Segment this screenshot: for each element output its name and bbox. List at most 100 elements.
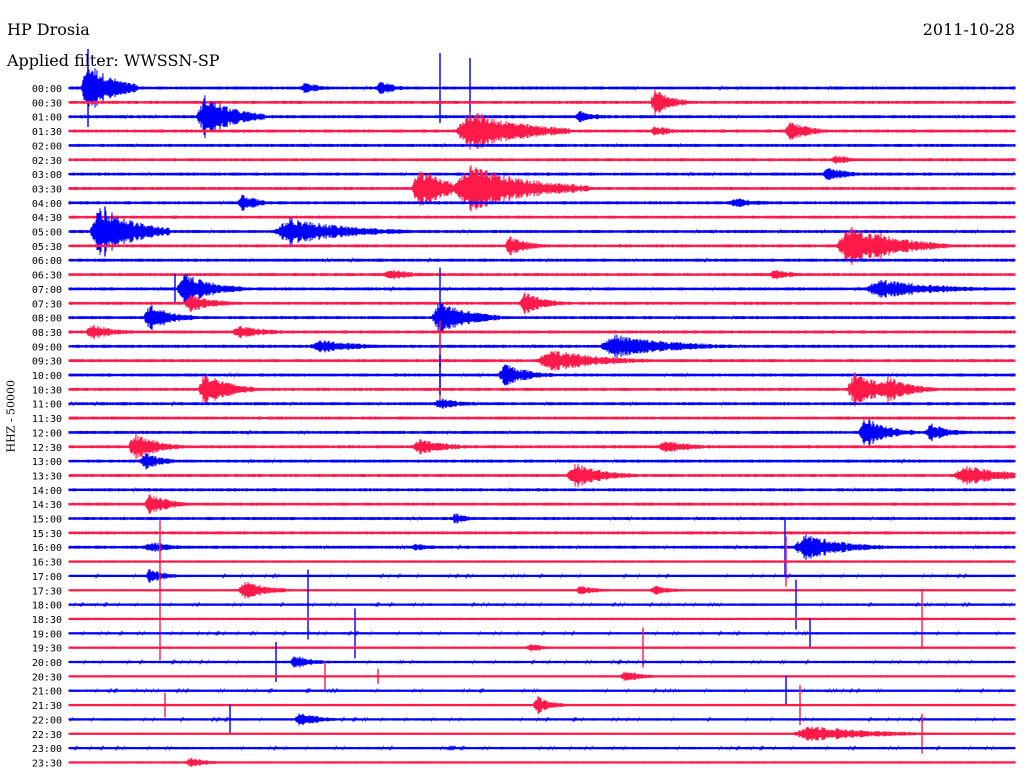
time-label: 22:30 bbox=[32, 730, 62, 741]
time-label: 13:00 bbox=[32, 457, 62, 468]
time-label: 03:00 bbox=[32, 170, 62, 181]
time-label: 08:30 bbox=[32, 328, 62, 339]
time-label: 14:30 bbox=[32, 500, 62, 511]
seismic-trace bbox=[68, 494, 1016, 515]
time-label: 16:30 bbox=[32, 558, 62, 569]
time-label: 19:00 bbox=[32, 629, 62, 640]
seismic-trace bbox=[68, 273, 1016, 304]
time-label: 00:30 bbox=[32, 98, 62, 109]
time-label: 06:00 bbox=[32, 256, 62, 267]
time-label: 23:00 bbox=[32, 744, 62, 755]
time-label: 04:30 bbox=[32, 213, 62, 224]
seismic-trace bbox=[68, 112, 1016, 150]
seismic-trace bbox=[68, 745, 1016, 751]
time-label: 05:30 bbox=[32, 242, 62, 253]
time-label: 00:00 bbox=[32, 84, 62, 95]
time-label: 20:00 bbox=[32, 658, 62, 669]
time-label: 11:30 bbox=[32, 414, 62, 425]
time-label: 12:30 bbox=[32, 443, 62, 454]
time-label: 19:30 bbox=[32, 644, 62, 655]
seismic-trace bbox=[68, 95, 1016, 139]
record-date: 2011-10-28 bbox=[922, 20, 1015, 39]
seismic-trace bbox=[68, 463, 1016, 488]
seismic-trace bbox=[68, 486, 1016, 493]
time-label: 07:30 bbox=[32, 299, 62, 310]
seismic-trace bbox=[68, 194, 1016, 211]
time-label: 08:00 bbox=[32, 314, 62, 325]
seismic-trace bbox=[68, 398, 1016, 410]
time-label: 21:00 bbox=[32, 687, 62, 698]
time-label: 13:30 bbox=[32, 471, 62, 482]
seismic-trace bbox=[68, 757, 1016, 767]
seismic-trace bbox=[68, 324, 1016, 340]
seismic-trace bbox=[68, 61, 1016, 115]
seismic-trace bbox=[68, 452, 1016, 470]
seismic-trace bbox=[68, 292, 1016, 315]
time-label: 15:00 bbox=[32, 515, 62, 526]
seismic-trace bbox=[68, 302, 1016, 333]
seismic-trace bbox=[68, 513, 1016, 524]
seismic-trace bbox=[68, 726, 1016, 742]
seismic-trace bbox=[68, 208, 1016, 255]
seismic-trace bbox=[68, 215, 1016, 219]
time-label: 15:30 bbox=[32, 529, 62, 540]
filter-label: Applied filter: WWSSN-SP bbox=[7, 51, 220, 70]
seismic-trace bbox=[68, 671, 1016, 681]
time-label: 18:30 bbox=[32, 615, 62, 626]
time-label: 17:30 bbox=[32, 586, 62, 597]
time-label: 23:30 bbox=[32, 758, 62, 769]
seismic-trace bbox=[68, 226, 1016, 265]
time-label: 21:30 bbox=[32, 701, 62, 712]
time-label: 10:30 bbox=[32, 385, 62, 396]
seismic-trace bbox=[68, 257, 1016, 264]
seismic-trace bbox=[68, 617, 1016, 621]
time-label: 09:30 bbox=[32, 357, 62, 368]
seismic-trace bbox=[68, 581, 1016, 599]
seismic-trace bbox=[68, 534, 1016, 560]
time-label: 17:00 bbox=[32, 572, 62, 583]
seismic-trace bbox=[68, 142, 1016, 149]
time-label: 01:00 bbox=[32, 113, 62, 124]
time-label: 05:00 bbox=[32, 228, 62, 239]
station-name: HP Drosia bbox=[7, 20, 90, 39]
time-label: 07:00 bbox=[32, 285, 62, 296]
time-label: 09:00 bbox=[32, 342, 62, 353]
time-label: 20:30 bbox=[32, 672, 62, 683]
time-label: 03:30 bbox=[32, 184, 62, 195]
time-label: 22:00 bbox=[32, 715, 62, 726]
time-label: 10:00 bbox=[32, 371, 62, 382]
time-label: 16:00 bbox=[32, 543, 62, 554]
seismic-trace bbox=[68, 601, 1016, 608]
time-label: 11:00 bbox=[32, 400, 62, 411]
seismic-trace bbox=[68, 569, 1016, 583]
time-label: 18:00 bbox=[32, 601, 62, 612]
seismic-trace bbox=[68, 630, 1016, 637]
time-label: 02:30 bbox=[32, 156, 62, 167]
time-label: 02:00 bbox=[32, 141, 62, 152]
seismic-trace bbox=[68, 350, 1016, 371]
seismic-trace bbox=[68, 416, 1016, 420]
time-label: 06:30 bbox=[32, 271, 62, 282]
seismic-trace bbox=[68, 364, 1016, 386]
time-label: 04:00 bbox=[32, 199, 62, 210]
seismic-trace bbox=[68, 531, 1016, 535]
seismic-trace bbox=[68, 643, 1016, 652]
seismic-trace bbox=[68, 418, 1016, 446]
seismic-trace bbox=[68, 334, 1016, 358]
seismic-trace bbox=[68, 713, 1016, 726]
time-label: 14:00 bbox=[32, 486, 62, 497]
seismic-trace bbox=[68, 155, 1016, 165]
seismic-trace bbox=[68, 372, 1016, 407]
seismic-trace bbox=[68, 165, 1016, 212]
time-label: 12:00 bbox=[32, 428, 62, 439]
seismic-trace bbox=[68, 656, 1016, 668]
scale-label: HHZ - 50000 bbox=[4, 379, 18, 453]
seismic-trace bbox=[68, 560, 1016, 563]
seismic-trace bbox=[68, 89, 1016, 116]
seismic-trace bbox=[68, 687, 1016, 694]
seismic-trace bbox=[68, 269, 1016, 280]
time-label: 01:30 bbox=[32, 127, 62, 138]
seismic-trace bbox=[68, 168, 1016, 180]
seismic-trace bbox=[68, 695, 1016, 715]
